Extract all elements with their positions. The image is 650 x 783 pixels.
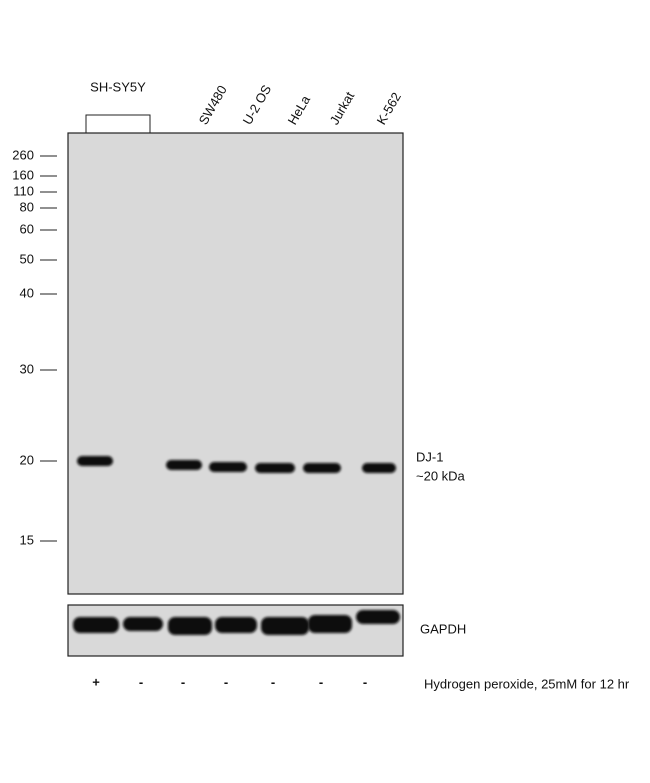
cell-line-group-label: SH-SY5Y [90,79,146,94]
marker-label: 40 [20,285,34,300]
treatment-label: Hydrogen peroxide, 25mM for 12 hr [424,676,630,691]
dj1-band [255,463,295,473]
gapdh-band [215,617,257,633]
marker-label: 60 [20,221,34,236]
dj1-band [209,462,247,472]
marker-label: 110 [13,183,34,198]
marker-label: 160 [12,167,34,182]
lane-label: HeLa [285,92,314,127]
loading-control-label: GAPDH [420,621,466,636]
dj1-band [303,463,341,473]
treatment-sign: + [92,674,100,689]
lane-label: Jurkat [327,89,358,127]
treatment-sign: - [363,674,367,689]
marker-label: 260 [12,147,34,162]
lane-label: U-2 OS [240,82,275,127]
gapdh-band [123,617,163,631]
treatment-sign: - [181,674,185,689]
gapdh-band [73,617,119,633]
dj1-band [77,456,113,466]
marker-label: 20 [20,452,34,467]
gapdh-band [356,610,400,624]
treatment-sign: - [224,674,228,689]
treatment-sign: - [139,674,143,689]
group-bracket [85,114,151,133]
gapdh-band [308,615,352,633]
marker-label: 80 [20,199,34,214]
target-label: DJ-1 [416,449,443,464]
marker-label: 15 [20,532,34,547]
gapdh-band [261,617,309,635]
target-size-label: ~20 kDa [416,468,466,483]
dj1-band [166,460,202,470]
marker-label: 30 [20,361,34,376]
lane-label: SW480 [196,83,230,127]
main-blot [67,132,404,595]
treatment-sign: - [319,674,323,689]
marker-label: 50 [20,251,34,266]
lane-label: K-562 [374,90,404,128]
dj1-band [362,463,396,473]
treatment-sign: - [271,674,275,689]
gapdh-band [168,617,212,635]
